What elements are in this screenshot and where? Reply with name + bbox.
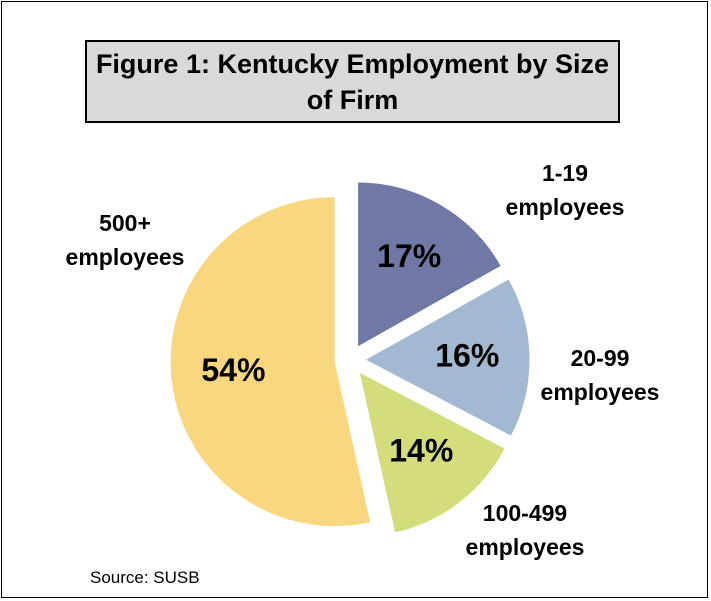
- value-label: 14%: [389, 433, 453, 469]
- pie-slice: [357, 181, 502, 348]
- category-label: 500+ employees: [65, 210, 185, 270]
- chart-title: Figure 1: Kentucky Employment by Size of…: [85, 40, 620, 123]
- pie-slice: [363, 278, 531, 437]
- pie-slice: [169, 196, 372, 528]
- value-label: 17%: [377, 238, 441, 274]
- value-label: 16%: [435, 338, 499, 374]
- pie-slice: [358, 370, 506, 534]
- category-label: 100-499 employees: [465, 500, 585, 560]
- source-note: Source: SUSB: [90, 568, 200, 587]
- category-label: 20-99 employees: [540, 345, 660, 405]
- value-label: 54%: [201, 352, 265, 388]
- category-label: 1-19 employees: [505, 160, 625, 220]
